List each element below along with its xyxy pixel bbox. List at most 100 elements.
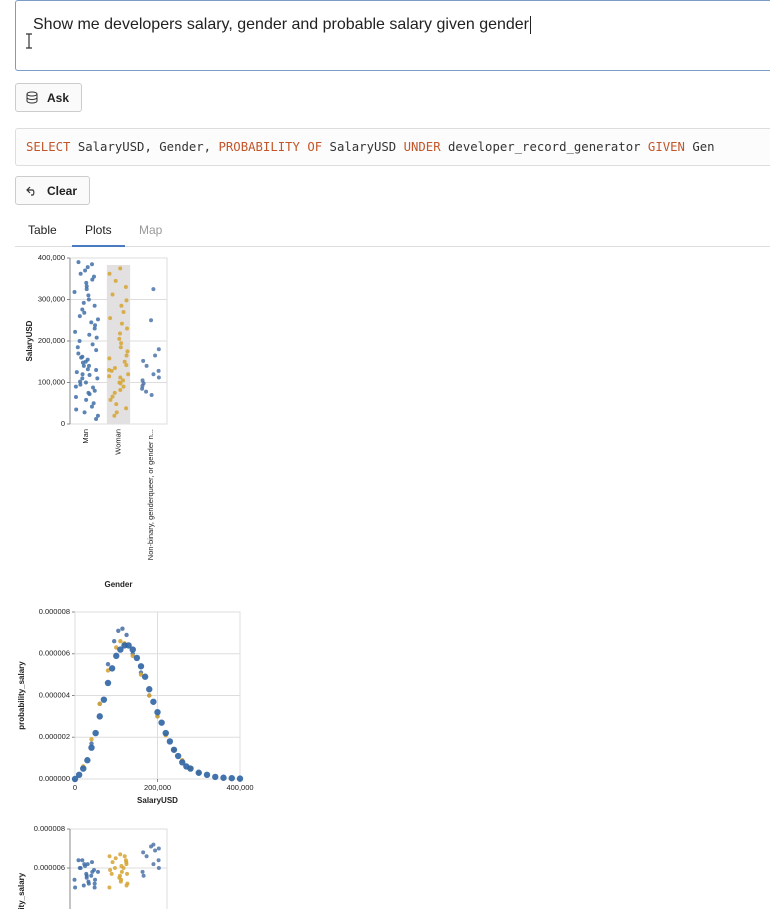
query-input[interactable]: Show me developers salary, gender and pr… — [15, 0, 770, 71]
y-axis-title: SalaryUSD — [25, 320, 34, 361]
sql-keyword: OF — [307, 140, 323, 154]
point — [122, 854, 127, 859]
point — [156, 375, 161, 380]
point — [155, 714, 160, 719]
point — [82, 310, 87, 315]
sql-text: SalaryUSD — [322, 140, 404, 154]
point — [78, 271, 83, 276]
sql-keyword: SELECT — [26, 140, 71, 154]
point — [83, 380, 88, 385]
point — [116, 628, 121, 633]
y-tick-label: 0.000008 — [39, 607, 70, 616]
point — [147, 693, 152, 698]
point — [113, 652, 120, 660]
point — [100, 696, 108, 703]
point — [108, 397, 113, 402]
point — [124, 363, 129, 368]
point — [126, 372, 131, 377]
point — [236, 775, 244, 782]
point — [89, 737, 94, 742]
point — [203, 771, 211, 779]
point — [144, 389, 149, 394]
point — [78, 379, 83, 384]
point — [119, 341, 124, 346]
point — [84, 397, 89, 402]
tab: Map — [139, 223, 163, 237]
point — [92, 303, 97, 308]
plot-frame — [69, 828, 168, 909]
point — [149, 392, 154, 397]
point — [123, 285, 128, 290]
point — [158, 719, 165, 726]
point — [107, 885, 112, 890]
point — [75, 771, 83, 779]
point — [141, 358, 146, 363]
tab[interactable]: Plots — [72, 223, 125, 247]
point — [119, 321, 124, 326]
hover-band — [106, 265, 131, 424]
point — [118, 639, 123, 644]
point — [89, 404, 94, 409]
point — [110, 860, 115, 865]
point — [73, 885, 78, 890]
point — [112, 866, 117, 870]
point — [86, 293, 91, 298]
point — [81, 300, 86, 305]
point — [92, 881, 97, 886]
point — [71, 775, 79, 783]
point — [84, 757, 91, 764]
point — [87, 332, 92, 337]
point — [86, 881, 91, 886]
clear-button[interactable]: Clear — [15, 176, 91, 205]
point — [124, 298, 129, 303]
point — [125, 871, 130, 876]
sql-text: SalaryUSD, Gender, — [70, 140, 219, 154]
tab[interactable]: Table — [28, 223, 57, 237]
y-tick-label: 0 — [61, 419, 65, 428]
point — [78, 382, 83, 387]
point — [108, 867, 113, 872]
point — [112, 390, 117, 395]
point — [72, 877, 77, 882]
point — [80, 372, 85, 377]
point — [118, 387, 123, 392]
point — [77, 339, 82, 343]
sql-keyword: PROBABILITY — [218, 140, 300, 154]
point — [117, 331, 122, 336]
point — [89, 320, 94, 325]
point — [151, 862, 156, 867]
point — [80, 765, 87, 772]
x-tick-label: Non-binary, genderqueer, or gender n... — [146, 429, 155, 560]
point — [74, 407, 79, 412]
point — [82, 862, 87, 867]
point — [85, 367, 90, 372]
point — [84, 875, 89, 880]
point — [140, 386, 145, 391]
ask-button[interactable]: Ask — [15, 83, 83, 112]
point — [114, 402, 119, 407]
point — [77, 866, 82, 870]
point — [96, 713, 103, 720]
point — [83, 268, 88, 273]
point — [110, 292, 115, 297]
point — [133, 654, 141, 662]
y-tick-label: 400,000 — [38, 253, 65, 262]
point — [92, 274, 97, 279]
point — [151, 372, 156, 377]
point — [149, 844, 154, 849]
point — [107, 854, 112, 859]
point — [117, 336, 122, 341]
point — [154, 709, 161, 716]
point — [124, 406, 129, 411]
point — [92, 388, 97, 393]
point — [121, 378, 126, 383]
point — [85, 265, 90, 270]
y-axis-title: probability_salary — [17, 661, 26, 730]
point — [92, 885, 97, 890]
point — [153, 848, 158, 853]
point — [151, 287, 156, 292]
point — [111, 639, 117, 644]
point — [93, 323, 98, 328]
point — [94, 368, 99, 373]
point — [108, 316, 113, 321]
